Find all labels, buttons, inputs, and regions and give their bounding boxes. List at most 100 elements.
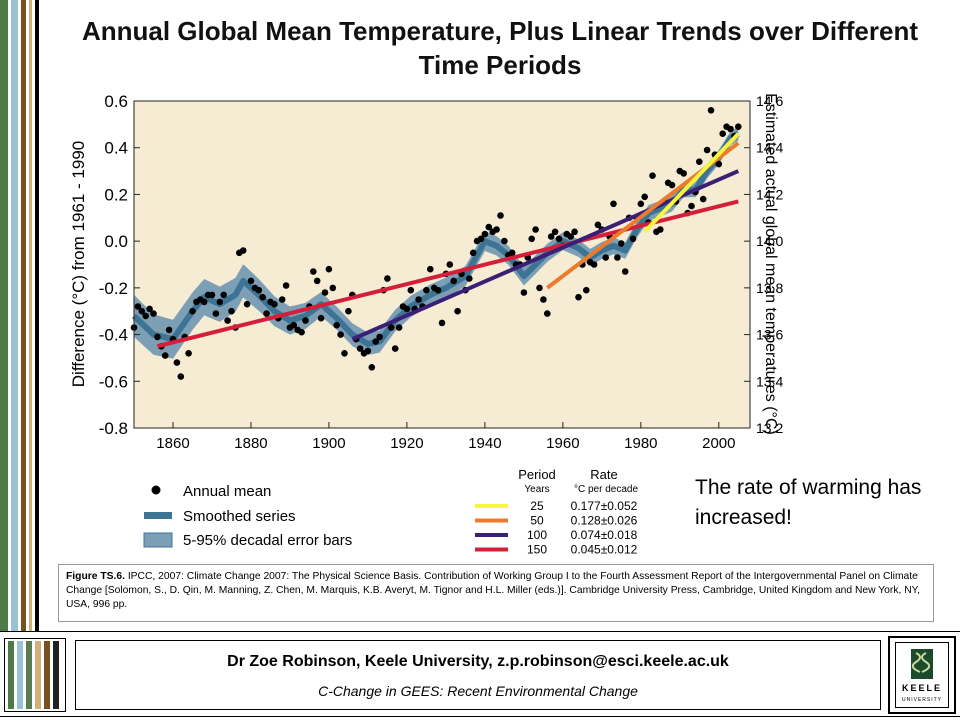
y2-tick-label: 13.4: [756, 373, 783, 389]
trend-lines: [156, 132, 740, 349]
table-rate: 0.177±0.052: [571, 499, 638, 513]
y-tick-label: -0.4: [99, 326, 128, 345]
annual-mean-point: [298, 328, 305, 336]
annual-mean-point: [544, 310, 551, 317]
y-tick-label: 0.6: [104, 92, 128, 111]
logo-emblem-icon: KEELE UNIVERSITY: [902, 649, 942, 703]
plot-frame: [133, 100, 751, 429]
y2-tick-label: 14.0: [756, 233, 783, 249]
x-axis: 1860 1880 1900 1920 1940 1960 1980 2000: [156, 422, 735, 452]
annual-mean-point: [438, 319, 446, 327]
annual-mean-point: [583, 286, 590, 294]
annual-mean-point: [321, 289, 329, 296]
x-tick-label: 1940: [468, 435, 501, 452]
y-axis: 0.6 0.4 0.2 0.0 -0.2 -0.4 -0.6 -0.8: [99, 92, 140, 438]
x-tick-label: 1980: [624, 435, 657, 452]
footer-rule-top: [0, 631, 960, 632]
annual-mean-point: [173, 359, 181, 366]
annual-mean-point: [356, 345, 364, 352]
annual-mean-point: [388, 324, 395, 331]
annual-mean-point: [450, 277, 458, 285]
decor-stripe-1: [0, 0, 8, 632]
x-tick-label: 1960: [546, 435, 579, 452]
annual-mean-point: [263, 310, 270, 317]
temperature-chart: 0.60.40.20.0-0.2-0.4-0.6-0.8 14.614.414.…: [69, 92, 783, 557]
footer: Dr Zoe Robinson, Keele University, z.p.r…: [75, 640, 881, 710]
annual-mean-point: [161, 352, 169, 359]
annual-mean-point: [391, 345, 399, 352]
footer-stripe-2: [17, 641, 23, 709]
annual-mean-point: [614, 254, 621, 261]
x-tick-label: 2000: [702, 435, 735, 452]
annual-mean-point: [649, 172, 656, 179]
annual-mean-point: [138, 307, 146, 315]
annual-mean-point: [621, 268, 629, 275]
y2-tick-label: 13.2: [756, 420, 783, 436]
trend-line-150: [156, 199, 739, 349]
logo-line2: UNIVERSITY: [902, 697, 942, 703]
annual-mean-point: [255, 286, 263, 294]
annual-mean-point: [313, 277, 321, 285]
annual-mean-point: [703, 146, 711, 154]
annual-mean-point: [310, 268, 317, 275]
annual-mean-point: [278, 296, 286, 303]
table-header-years: Years: [524, 484, 549, 495]
caption-text: IPCC, 2007: Climate Change 2007: The Phy…: [66, 571, 921, 610]
y-tick-label: -0.6: [99, 372, 128, 391]
annual-mean-point: [341, 350, 348, 357]
annual-mean-point: [594, 221, 602, 229]
caption-label: Figure TS.6.: [66, 571, 125, 582]
trend-table: Period Years Rate °C per decade 25 0.177±…: [475, 467, 638, 557]
annual-mean-point: [446, 261, 454, 268]
annual-mean-point: [239, 247, 247, 254]
annual-mean-point: [427, 265, 434, 273]
annual-mean-point: [668, 181, 676, 189]
annual-mean-point: [602, 254, 609, 261]
annual-mean-point: [329, 284, 337, 292]
annual-mean-point: [220, 291, 227, 299]
y-tick-label: -0.8: [99, 419, 128, 438]
annual-mean-point: [282, 282, 290, 289]
legend-annual-mean-label: Annual mean: [183, 483, 271, 500]
annual-mean-point: [727, 125, 734, 133]
annual-mean-point: [508, 249, 516, 257]
annual-mean-point: [555, 235, 563, 243]
footer-stripe-4: [35, 641, 41, 709]
keele-logo: KEELE UNIVERSITY: [888, 636, 956, 714]
annual-mean-point: [590, 261, 598, 268]
annual-mean-point: [407, 286, 415, 294]
annual-mean-point: [376, 333, 383, 341]
annual-mean-point: [547, 233, 555, 240]
y2-tick-label: 13.8: [756, 280, 783, 296]
footer-stripe-3: [26, 641, 32, 709]
footer-author: Dr Zoe Robinson, Keele University, z.p.r…: [227, 653, 729, 670]
table-period: 25: [530, 499, 544, 513]
slide-title: Annual Global Mean Temperature, Plus Lin…: [81, 16, 919, 80]
annual-mean-point: [247, 277, 255, 285]
annual-mean-point: [165, 326, 173, 334]
annual-mean-point: [567, 233, 574, 240]
annual-mean-point: [154, 333, 161, 341]
legend-error-label: 5-95% decadal error bars: [183, 532, 352, 549]
table-header-unit: °C per decade: [574, 484, 638, 495]
table-header-rate: Rate: [590, 467, 617, 482]
x-tick-label: 1920: [390, 435, 423, 452]
annual-mean-point: [719, 130, 726, 137]
annual-mean-point: [551, 228, 559, 236]
y2-tick-label: 14.6: [756, 93, 783, 109]
table-header-period: Period: [518, 467, 556, 482]
annual-mean-point: [528, 235, 535, 243]
annual-mean-point: [243, 300, 251, 308]
legend-error-swatch: [143, 532, 173, 548]
trend-line-25: [643, 132, 740, 234]
annual-mean-point: [532, 226, 539, 233]
annual-mean-point: [469, 249, 477, 257]
annual-mean-point: [228, 307, 235, 315]
legend-smoothed-label: Smoothed series: [183, 508, 296, 525]
annual-mean-point: [337, 331, 344, 338]
annual-mean-point: [618, 240, 625, 247]
annual-mean-point: [302, 317, 309, 324]
annual-mean-point: [715, 160, 723, 168]
table-rate: 0.045±0.012: [571, 543, 638, 557]
annual-mean-point: [271, 300, 278, 308]
